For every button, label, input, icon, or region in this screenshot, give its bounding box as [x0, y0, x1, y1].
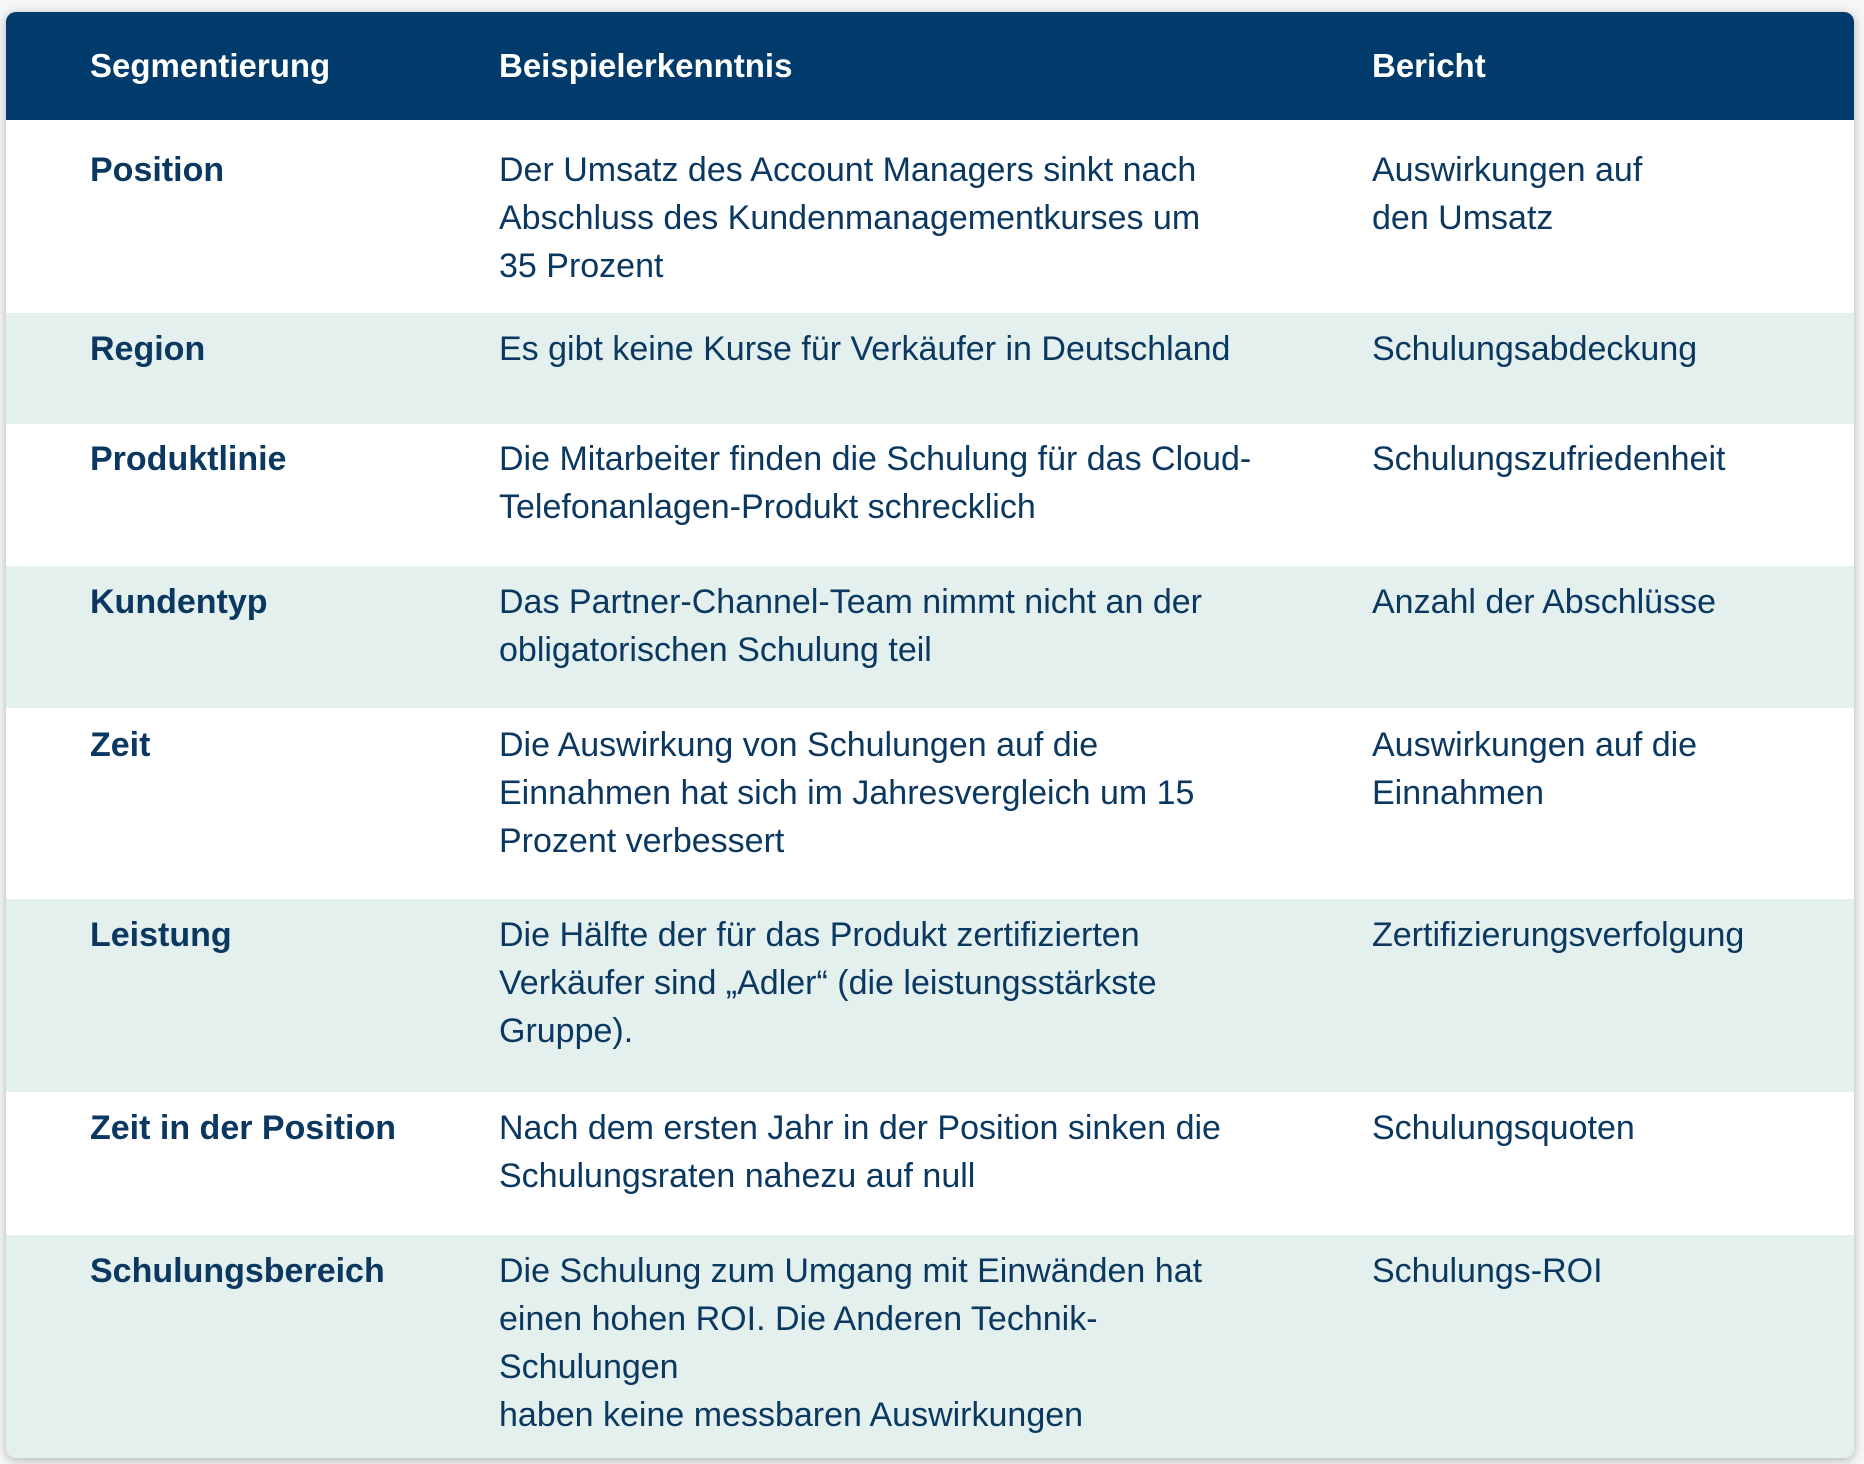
insight-text: Die Auswirkung von Schulungen auf die Ei…	[499, 726, 1195, 860]
segment-label: Region	[90, 330, 206, 368]
segment-label: Zeit	[90, 726, 151, 764]
table-row: Produktlinie Die Mitarbeiter finden die …	[6, 424, 1854, 566]
insight-text: Der Umsatz des Account Managers sinkt na…	[499, 151, 1201, 285]
insight-text: Das Partner-Channel-Team nimmt nicht an …	[499, 583, 1202, 669]
report-name: Schulungszufriedenheit	[1372, 440, 1726, 478]
table-row: Position Der Umsatz des Account Managers…	[6, 120, 1854, 313]
segment-label: Schulungsbereich	[90, 1252, 385, 1290]
header-insight: Beispielerkenntnis	[499, 47, 793, 84]
segmentation-table: Segmentierung Beispielerkenntnis Bericht…	[6, 12, 1854, 1458]
segmentation-table-card: Segmentierung Beispielerkenntnis Bericht…	[6, 12, 1854, 1458]
table-row: Zeit in der Position Nach dem ersten Jah…	[6, 1092, 1854, 1235]
insight-text: Nach dem ersten Jahr in der Position sin…	[499, 1109, 1221, 1195]
table-row: Leistung Die Hälfte der für das Produkt …	[6, 899, 1854, 1092]
report-name: Schulungs-ROI	[1372, 1252, 1603, 1290]
report-name: Auswirkungen auf die Einnahmen	[1372, 726, 1698, 812]
report-name: Auswirkungen auf den Umsatz	[1372, 151, 1643, 237]
header-report: Bericht	[1372, 47, 1486, 84]
table-row: Region Es gibt keine Kurse für Verkäufer…	[6, 313, 1854, 424]
segment-label: Kundentyp	[90, 583, 268, 621]
table-row: Schulungsbereich Die Schulung zum Umgang…	[6, 1235, 1854, 1458]
report-name: Schulungsabdeckung	[1372, 330, 1698, 368]
header-segmentation: Segmentierung	[90, 47, 331, 84]
table-row: Zeit Die Auswirkung von Schulungen auf d…	[6, 708, 1854, 899]
table-header-row: Segmentierung Beispielerkenntnis Bericht	[6, 12, 1854, 120]
segment-label: Zeit in der Position	[90, 1109, 397, 1147]
table-row: Kundentyp Das Partner-Channel-Team nimmt…	[6, 566, 1854, 708]
segment-label: Position	[90, 151, 225, 189]
report-name: Anzahl der Abschlüsse	[1372, 583, 1716, 621]
segment-label: Produktlinie	[90, 440, 287, 478]
insight-text: Die Hälfte der für das Produkt zertifizi…	[499, 916, 1157, 1050]
report-name: Zertifizierungsverfolgung	[1372, 916, 1745, 954]
insight-text: Es gibt keine Kurse für Verkäufer in Deu…	[499, 330, 1231, 368]
report-name: Schulungsquoten	[1372, 1109, 1635, 1147]
segment-label: Leistung	[90, 916, 232, 954]
insight-text: Die Mitarbeiter finden die Schulung für …	[499, 440, 1252, 526]
insight-text: Die Schulung zum Umgang mit Einwänden ha…	[499, 1252, 1203, 1434]
